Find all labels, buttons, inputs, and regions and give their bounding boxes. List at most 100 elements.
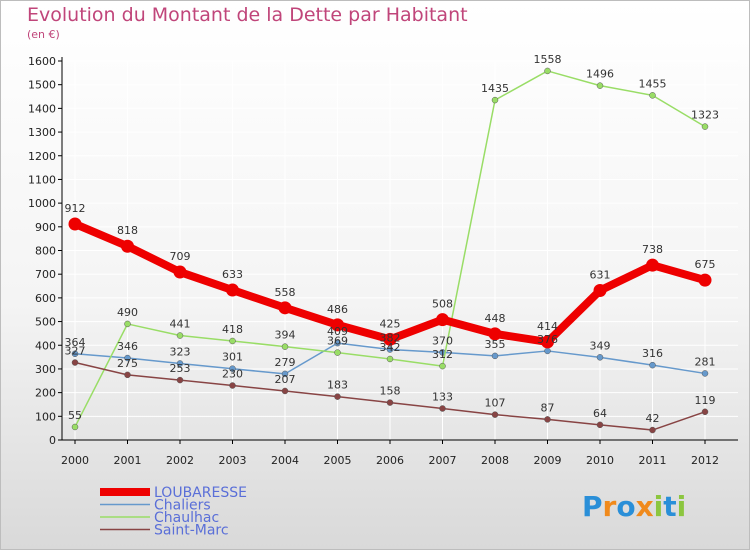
data-label: 558: [275, 286, 296, 299]
data-point: [701, 123, 709, 130]
data-point: [649, 361, 656, 369]
data-label: 301: [222, 351, 243, 364]
y-tick-label: 700: [35, 268, 56, 281]
chart-title: Evolution du Montant de la Dette par Hab…: [27, 4, 468, 26]
x-tick-label: 2008: [481, 454, 509, 467]
data-label: 818: [117, 224, 138, 237]
x-tick-label: 2010: [586, 454, 614, 467]
data-label: 1435: [481, 82, 509, 95]
y-tick-label: 400: [35, 339, 56, 352]
data-point: [334, 349, 341, 356]
x-tick-label: 2001: [114, 454, 142, 467]
data-label: 912: [65, 202, 86, 215]
data-label: 230: [222, 368, 243, 381]
logo-letter: x: [636, 490, 654, 523]
data-point: [386, 346, 394, 353]
y-tick-label: 200: [35, 387, 56, 400]
data-point: [124, 371, 131, 379]
data-label: 1455: [639, 77, 667, 90]
data-point: [544, 347, 551, 355]
data-label: 183: [327, 379, 348, 392]
y-tick-label: 1600: [28, 55, 56, 68]
data-label: 738: [642, 243, 663, 256]
y-tick-label: 1100: [28, 173, 56, 186]
y-tick-label: 1300: [28, 126, 56, 139]
data-label: 207: [275, 373, 296, 386]
y-tick-label: 600: [35, 292, 56, 305]
x-tick-label: 2011: [639, 454, 667, 467]
data-point: [176, 332, 184, 339]
data-label: 327: [65, 345, 86, 358]
data-label: 42: [646, 412, 660, 425]
y-tick-label: 500: [35, 316, 56, 329]
data-point: [649, 426, 656, 434]
data-label: 486: [327, 303, 348, 316]
x-tick-label: 2000: [61, 454, 89, 467]
data-label: 709: [170, 250, 191, 263]
data-point: [278, 301, 292, 315]
logo-letter: o: [616, 490, 635, 523]
data-label: 64: [593, 407, 607, 420]
logo-letter: i: [677, 490, 687, 523]
y-tick-label: 1500: [28, 79, 56, 92]
data-label: 279: [275, 356, 296, 369]
data-point: [121, 239, 134, 253]
y-tick-label: 1000: [28, 197, 56, 210]
data-label: 490: [117, 306, 138, 319]
data-point: [701, 370, 709, 377]
data-point: [436, 313, 449, 327]
data-point: [544, 67, 551, 75]
data-point: [334, 393, 341, 400]
logo-text: Proxiti: [582, 490, 686, 523]
data-label: 316: [642, 347, 663, 360]
data-point: [596, 354, 604, 361]
data-label: 158: [380, 385, 401, 398]
data-point: [649, 92, 656, 99]
logo-letter: r: [603, 490, 617, 523]
data-label: 370: [432, 334, 453, 347]
y-tick-label: 1200: [28, 150, 56, 163]
data-label: 394: [275, 329, 296, 342]
data-point: [593, 284, 607, 298]
data-label: 342: [380, 341, 401, 354]
data-label: 675: [695, 258, 716, 271]
logo-letter: P: [582, 490, 603, 523]
data-label: 107: [485, 397, 506, 410]
data-point: [544, 416, 551, 423]
data-point: [386, 399, 394, 406]
data-point: [71, 359, 79, 366]
logo-letter: i: [654, 490, 664, 523]
data-point: [491, 352, 499, 360]
chart-unit-label: (en €): [27, 28, 60, 41]
x-tick-label: 2006: [376, 454, 404, 467]
data-label-layer: 912 818 709 633 558 486 425 508 448 414 631 738 675 3…: [65, 53, 720, 425]
data-point: [334, 339, 341, 347]
data-point: [229, 337, 236, 345]
data-label: 281: [695, 355, 716, 368]
data-point: [491, 96, 499, 104]
data-label: 119: [695, 394, 716, 407]
data-label: 275: [117, 357, 138, 370]
data-point: [646, 258, 659, 272]
data-point: [439, 362, 446, 370]
data-label: 382: [380, 332, 401, 345]
data-point: [124, 354, 131, 362]
legend-label: Chaulhac: [154, 510, 219, 526]
data-point: [71, 423, 79, 431]
data-label: 87: [541, 401, 555, 414]
y-tick-label: 0: [49, 434, 56, 447]
data-point: [229, 382, 236, 389]
series-layer: [68, 67, 712, 434]
data-label: 448: [485, 312, 506, 325]
data-point: [281, 387, 289, 395]
data-point: [176, 376, 184, 384]
data-label: 346: [117, 340, 138, 353]
legend-label: Saint-Marc: [154, 523, 229, 539]
logo-letter: t: [663, 490, 676, 523]
grid-layer: [62, 60, 738, 441]
data-label: 425: [380, 317, 401, 330]
data-label: 1496: [586, 68, 614, 81]
data-point: [596, 421, 604, 429]
data-point: [71, 350, 79, 358]
